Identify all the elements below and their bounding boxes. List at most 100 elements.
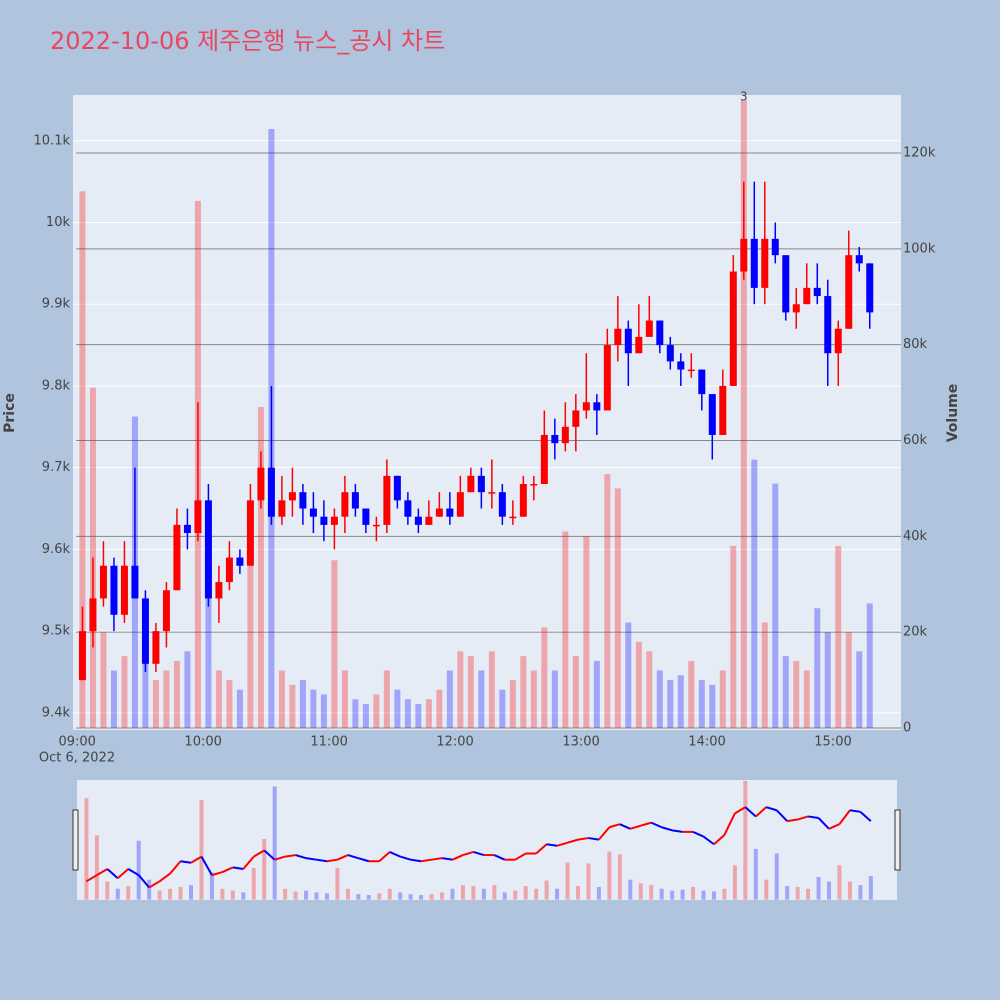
slider-volume-bar — [398, 892, 403, 900]
slider-price-line — [337, 854, 349, 861]
x-tick-label: 15:00 — [814, 735, 851, 750]
volume-bar — [446, 670, 453, 729]
candle-body — [771, 238, 779, 256]
candle-body — [750, 238, 758, 288]
slider-volume-bar — [607, 851, 612, 900]
range-slider[interactable] — [77, 780, 897, 900]
slider-price-line — [253, 849, 265, 858]
candle-body — [624, 328, 632, 354]
volume-bar — [488, 651, 495, 729]
volume-bar — [341, 670, 348, 729]
y2-tick-label: 120k — [903, 145, 936, 160]
candle-body — [152, 631, 160, 664]
slider-volume-bar — [471, 886, 476, 900]
candle-body — [729, 271, 737, 386]
slider-price-line — [127, 868, 140, 876]
slider-price-line — [546, 843, 558, 847]
slider-volume-bar — [691, 886, 696, 900]
slider-price-line — [535, 843, 548, 855]
volume-bar — [614, 488, 621, 729]
candle-body — [698, 369, 706, 395]
slider-volume-bar — [649, 885, 654, 900]
candle-body — [257, 467, 265, 501]
candle-body — [194, 500, 202, 534]
volume-bar — [236, 689, 243, 729]
candle-body — [498, 492, 506, 517]
candle-body — [666, 345, 674, 362]
slider-volume-bar — [304, 890, 309, 900]
y2-tick-label: 20k — [903, 625, 928, 640]
volume-bar — [425, 699, 432, 729]
volume-bar — [730, 545, 737, 729]
slider-price-line — [473, 851, 485, 857]
slider-price-line — [838, 809, 851, 825]
candle-body — [477, 475, 485, 493]
slider-price-line — [776, 809, 788, 822]
chart-title: 2022-10-06 제주은행 뉴스_공시 차트 — [50, 27, 445, 55]
slider-volume-bar — [115, 888, 120, 900]
slider-price-line — [200, 856, 213, 876]
slider-volume-bar — [827, 881, 832, 900]
slider-volume-bar — [419, 895, 424, 900]
candle-body — [383, 475, 391, 525]
volume-bar — [845, 632, 852, 729]
candle-body — [372, 524, 380, 527]
slider-price-line — [661, 826, 673, 832]
volume-bar — [593, 660, 600, 729]
slider-handle[interactable] — [72, 809, 79, 871]
volume-bar — [257, 406, 264, 729]
candle-body — [635, 336, 643, 354]
slider-price-line — [493, 854, 506, 861]
slider-volume-bar — [136, 840, 141, 900]
y2-tick-label: 40k — [903, 529, 928, 544]
volume-bar — [803, 670, 810, 729]
slider-volume-bar — [785, 886, 790, 900]
candle-body — [89, 598, 97, 632]
candle-body — [603, 345, 611, 411]
volume-bar — [299, 680, 306, 729]
slider-volume-bar — [795, 886, 800, 900]
volume-bar — [478, 670, 485, 729]
slider-price-line — [284, 854, 296, 858]
candle-body — [288, 492, 296, 501]
annotation: 3 — [740, 90, 748, 104]
candle-body — [834, 328, 842, 354]
slider-volume-bar — [481, 888, 486, 900]
volume-bar — [761, 622, 768, 729]
candle-body — [425, 516, 433, 525]
volume-bar — [215, 670, 222, 729]
slider-price-line — [148, 880, 161, 889]
candle-body — [456, 492, 464, 517]
slider-price-line — [190, 855, 202, 864]
candle-body — [225, 557, 233, 583]
slider-price-line — [221, 866, 234, 873]
slider-volume-bar — [858, 885, 863, 900]
volume-bar — [499, 689, 506, 729]
slider-handle[interactable] — [894, 809, 901, 871]
slider-price-line — [567, 838, 579, 844]
volume-bar — [415, 704, 422, 729]
volume-bar — [520, 656, 527, 729]
candle-body — [404, 500, 412, 517]
slider-price-line — [431, 857, 443, 861]
slider-volume-bar — [492, 885, 497, 900]
candle-body — [761, 238, 769, 288]
slider-price-line — [702, 835, 715, 846]
candle-body — [173, 524, 181, 591]
slider-price-line — [755, 806, 767, 818]
slider-price-line — [849, 809, 861, 813]
slider-price-line — [347, 854, 359, 860]
volume-bar — [583, 536, 590, 729]
volume-bar — [121, 656, 128, 729]
y-tick-label: 10k — [46, 215, 71, 230]
candle-body — [530, 484, 538, 486]
slider-volume-bar — [450, 888, 455, 900]
slider-volume-bar — [575, 886, 580, 900]
candle-body — [362, 508, 370, 525]
candle-body — [572, 410, 580, 427]
slider-volume-bar — [586, 863, 591, 900]
volume-bar — [331, 560, 338, 729]
y-axis-title: Price — [2, 393, 18, 433]
slider-volume-bar — [502, 892, 507, 900]
